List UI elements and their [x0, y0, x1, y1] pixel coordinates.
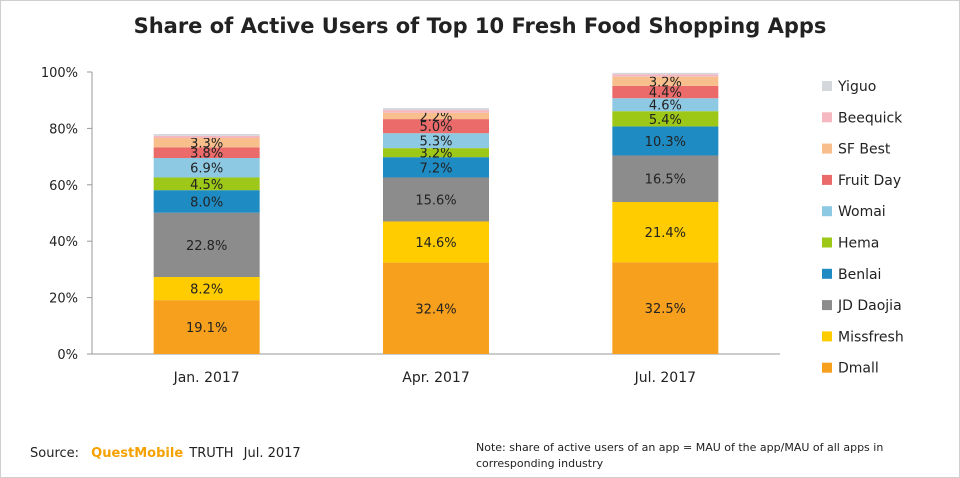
bar-segment — [153, 212, 260, 278]
bar-segment — [612, 74, 719, 77]
legend-swatch — [822, 331, 832, 342]
bar-segment — [153, 158, 260, 178]
legend-swatch — [822, 206, 832, 217]
bar-segment — [612, 111, 719, 127]
legend-label: Dmall — [838, 361, 879, 377]
legend-swatch — [822, 174, 832, 185]
data-label: 2.2% — [419, 110, 452, 125]
legend-label: Fruit Day — [838, 173, 901, 189]
bar-segment — [612, 98, 719, 112]
source-brand-suffix: TRUTH — [189, 446, 234, 461]
bar-segment — [612, 202, 719, 263]
data-label: 7.2% — [419, 161, 452, 176]
data-label: 4.4% — [649, 86, 682, 101]
bar-segment — [383, 112, 489, 120]
legend-swatch — [822, 237, 832, 248]
data-label: 19.1% — [186, 321, 227, 336]
bar-segment — [383, 177, 489, 222]
y-tick-label: 100% — [41, 66, 78, 81]
data-label: 14.6% — [415, 236, 456, 251]
bar-segment — [153, 190, 260, 213]
bar-segment — [383, 221, 489, 263]
bar-segment — [612, 76, 719, 86]
legend-label: Yiguo — [837, 79, 876, 95]
data-label: 15.6% — [415, 193, 456, 208]
bar-segment — [383, 119, 489, 134]
legend-label: Benlai — [838, 267, 881, 283]
data-label: 3.2% — [419, 147, 452, 162]
y-tick-label: 40% — [49, 235, 78, 250]
bar-segment — [612, 155, 719, 203]
bar-segment — [153, 134, 260, 136]
y-tick-label: 20% — [49, 292, 78, 307]
data-label: 3.8% — [190, 147, 223, 162]
data-label: 6.9% — [190, 162, 223, 177]
data-label: 32.4% — [415, 302, 456, 317]
bar-segment — [153, 300, 260, 354]
bar-segment — [612, 126, 719, 156]
bar-segment — [612, 85, 719, 99]
data-label: 16.5% — [645, 173, 686, 188]
data-label: 8.0% — [190, 195, 223, 210]
legend-label: Beequick — [838, 110, 903, 126]
data-label: 4.5% — [190, 178, 223, 193]
y-tick-label: 80% — [49, 122, 78, 137]
legend-label: JD Daojia — [837, 298, 902, 314]
legend-swatch — [822, 81, 832, 91]
bar-segment — [153, 135, 260, 138]
legend-swatch — [822, 112, 832, 123]
bar-segment — [153, 137, 260, 148]
legend-swatch — [822, 300, 832, 311]
data-label: 5.3% — [419, 135, 452, 150]
x-tick-label: Jul. 2017 — [634, 370, 696, 386]
data-label: 32.5% — [645, 302, 686, 317]
bar-segment — [383, 133, 489, 149]
data-label: 21.4% — [645, 226, 686, 241]
y-tick-label: 0% — [57, 348, 78, 363]
legend-swatch — [822, 362, 832, 373]
data-label: 22.8% — [186, 239, 227, 254]
x-tick-label: Jan. 2017 — [173, 370, 240, 386]
bar-segment — [153, 277, 260, 301]
legend-swatch — [822, 268, 832, 279]
y-tick-label: 60% — [49, 179, 78, 194]
data-label: 3.2% — [649, 75, 682, 90]
bar-segment — [612, 72, 719, 75]
data-label: 8.2% — [190, 283, 223, 298]
legend-label: Hema — [838, 236, 879, 252]
legend-label: Womai — [838, 204, 886, 220]
bar-segment — [383, 108, 489, 111]
source-label: Source: — [30, 446, 80, 461]
source-brand: QuestMobile — [91, 446, 184, 461]
data-label: 3.3% — [190, 137, 223, 152]
source-date: Jul. 2017 — [243, 446, 301, 461]
bar-segment — [153, 147, 260, 159]
chart-title: Share of Active Users of Top 10 Fresh Fo… — [133, 14, 827, 38]
data-label: 5.0% — [419, 120, 452, 135]
data-label: 5.4% — [649, 113, 682, 128]
legend-label: Missfresh — [838, 329, 904, 345]
bar-segment — [383, 262, 489, 354]
source-line: Source: QuestMobile TRUTH Jul. 2017 — [30, 446, 301, 461]
bar-segment — [153, 177, 260, 191]
data-label: 4.6% — [649, 99, 682, 114]
bar-segment — [383, 157, 489, 178]
x-tick-label: Apr. 2017 — [402, 370, 469, 386]
bar-segment — [383, 110, 489, 113]
bar-segment — [383, 148, 489, 158]
bar-segment — [612, 262, 719, 354]
legend-swatch — [822, 143, 832, 154]
legend-label: SF Best — [838, 142, 891, 158]
footnote: Note: share of active users of an app = … — [476, 441, 884, 470]
data-label: 10.3% — [645, 135, 686, 150]
